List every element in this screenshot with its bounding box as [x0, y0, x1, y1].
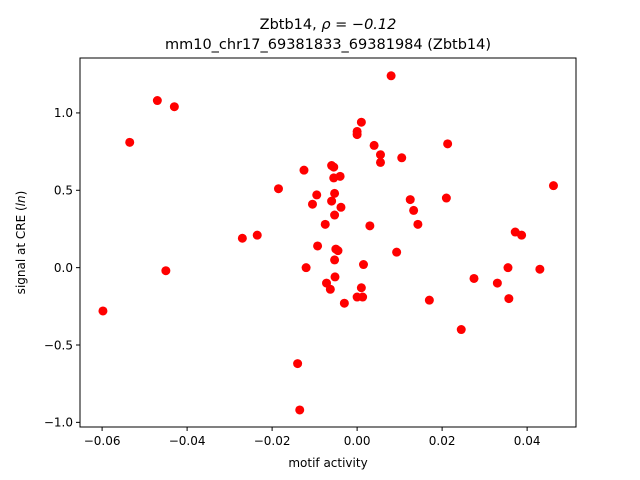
x-axis-label: motif activity	[288, 456, 367, 470]
data-point	[152, 96, 162, 106]
data-point	[392, 247, 402, 257]
data-point	[386, 71, 396, 81]
data-point	[327, 196, 337, 206]
data-point	[330, 188, 340, 198]
data-point	[548, 181, 558, 191]
data-point	[161, 266, 171, 276]
y-tick-label: −1.0	[44, 416, 73, 430]
data-point	[352, 130, 362, 140]
data-point	[397, 153, 407, 163]
data-point	[330, 210, 340, 220]
data-point	[336, 202, 346, 212]
data-point	[329, 162, 339, 172]
data-points	[98, 71, 558, 415]
data-point	[335, 171, 345, 181]
x-tick-label: 0.04	[514, 434, 541, 448]
data-point	[295, 405, 305, 415]
data-point	[312, 190, 322, 200]
data-point	[313, 241, 323, 251]
data-point	[237, 233, 247, 243]
data-point	[333, 246, 343, 256]
data-point	[98, 306, 108, 316]
data-point	[405, 195, 415, 205]
data-point	[492, 278, 502, 288]
data-point	[169, 102, 179, 112]
data-point	[375, 157, 385, 167]
x-axis-ticks: −0.06 −0.04 −0.02 0.00 0.02 0.04	[84, 427, 541, 448]
y-tick-label: −0.5	[44, 338, 73, 352]
x-tick-label: −0.02	[254, 434, 291, 448]
data-point	[409, 205, 419, 215]
data-point	[535, 264, 545, 274]
data-point	[320, 219, 330, 229]
y-tick-label: 1.0	[54, 106, 73, 120]
data-point	[356, 117, 366, 127]
data-point	[358, 292, 368, 302]
data-point	[443, 139, 453, 149]
data-point	[299, 165, 309, 175]
data-point	[441, 193, 451, 203]
data-point	[273, 184, 283, 194]
x-tick-label: −0.06	[84, 434, 121, 448]
plot-frame	[79, 57, 577, 428]
data-point	[504, 294, 514, 304]
data-point	[330, 272, 340, 282]
y-tick-label: 0.5	[54, 184, 73, 198]
data-point	[365, 221, 375, 231]
chart-title-line2: mm10_chr17_69381833_69381984 (Zbtb14)	[165, 37, 491, 53]
data-point	[358, 260, 368, 270]
data-point	[307, 199, 317, 209]
x-tick-label: −0.04	[169, 434, 206, 448]
chart-title-line1: Zbtb14, ρ = −0.12	[260, 17, 397, 33]
data-point	[356, 283, 366, 293]
data-point	[413, 219, 423, 229]
data-point	[330, 255, 340, 265]
data-point	[301, 263, 311, 273]
data-point	[517, 230, 527, 240]
data-point	[503, 263, 513, 273]
data-point	[369, 140, 379, 150]
data-point	[456, 325, 466, 335]
data-point	[375, 150, 385, 160]
x-tick-label: 0.02	[429, 434, 456, 448]
y-axis-ticks: −1.0 −0.5 0.0 0.5 1.0	[44, 106, 80, 430]
data-point	[424, 295, 434, 305]
data-point	[125, 137, 135, 147]
data-point	[252, 230, 262, 240]
data-point	[325, 284, 335, 294]
data-point	[469, 273, 479, 283]
y-tick-label: 0.0	[54, 261, 73, 275]
data-point	[293, 359, 303, 369]
x-tick-label: 0.00	[344, 434, 371, 448]
y-axis-label: signal at CRE (ln)	[14, 191, 28, 295]
data-point	[339, 298, 349, 308]
